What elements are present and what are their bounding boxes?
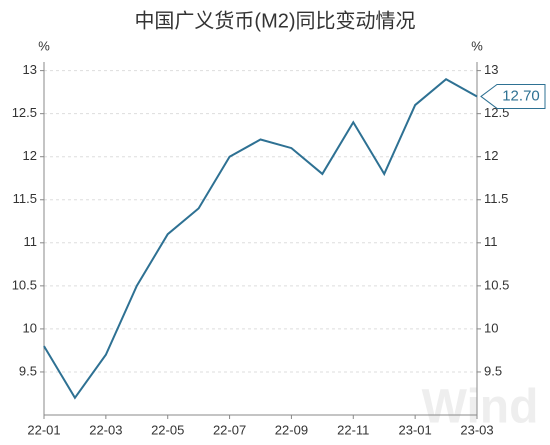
x-tick-label: 22-05 xyxy=(151,422,184,437)
y2-tick-label: 13 xyxy=(484,62,498,77)
x-tick-label: 22-07 xyxy=(213,422,246,437)
x-tick-label: 22-11 xyxy=(337,422,369,437)
y-tick-label: 13 xyxy=(23,62,37,77)
y-tick-label: 9.5 xyxy=(19,363,37,378)
y2-tick-label: 12 xyxy=(484,148,498,163)
y2-tick-label: 11.5 xyxy=(484,191,508,206)
x-tick-label: 23-01 xyxy=(399,422,432,437)
y-tick-label: 12.5 xyxy=(12,105,37,120)
y-unit: % xyxy=(38,38,50,53)
watermark: Wind xyxy=(422,381,539,434)
y-tick-label: 10 xyxy=(23,320,37,335)
x-tick-label: 22-09 xyxy=(275,422,308,437)
y-tick-label: 10.5 xyxy=(12,277,37,292)
chart-title: 中国广义货币(M2)同比变动情况 xyxy=(134,9,415,32)
y2-tick-label: 11 xyxy=(484,234,498,249)
data-line xyxy=(43,78,478,400)
value-label: 12.70 xyxy=(502,87,540,104)
y2-tick-label: 10 xyxy=(484,320,498,335)
y-tick-label: 11.5 xyxy=(13,191,37,206)
y-tick-label: 11 xyxy=(24,234,38,249)
y-tick-label: 12 xyxy=(23,148,37,163)
y2-tick-label: 9.5 xyxy=(484,363,502,378)
x-tick-label: 23-03 xyxy=(460,422,493,437)
y2-tick-label: 10.5 xyxy=(484,277,509,292)
value-label-box xyxy=(480,83,546,109)
x-tick-label: 22-01 xyxy=(27,422,60,437)
x-tick-label: 22-03 xyxy=(89,422,122,437)
y2-unit: % xyxy=(471,38,483,53)
